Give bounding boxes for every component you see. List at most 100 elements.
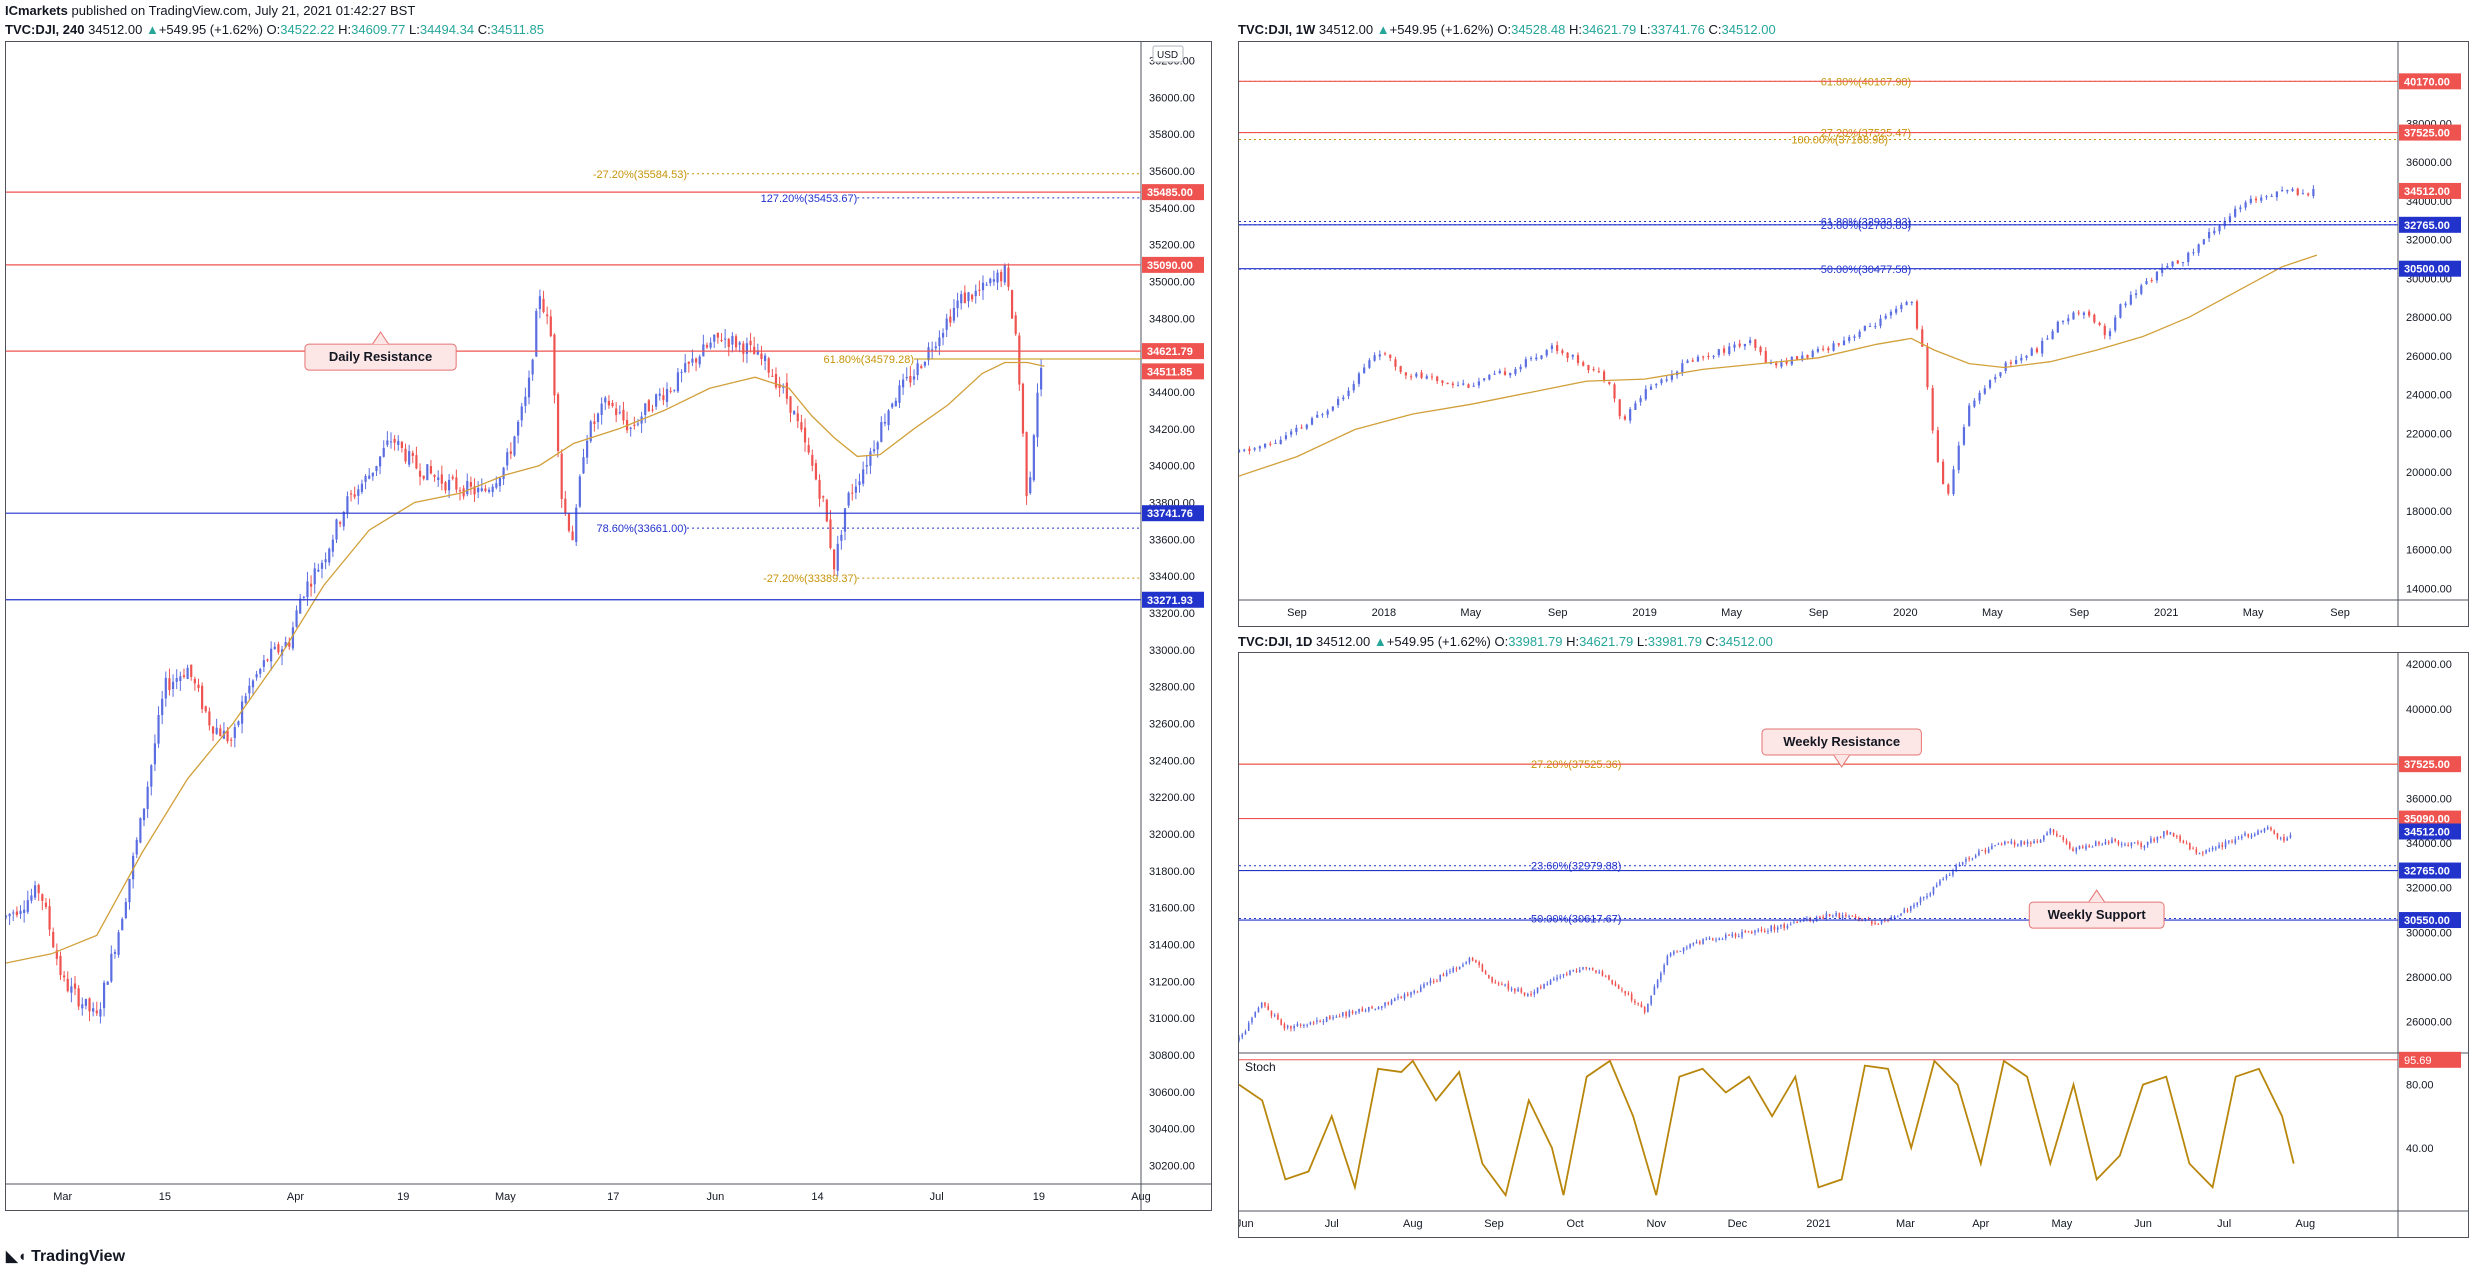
candle-body (2072, 312, 2075, 320)
x-tick-label: May (2051, 1218, 2072, 1230)
candle-body (2156, 836, 2159, 841)
candle-body (647, 400, 650, 412)
candle-body (2120, 843, 2123, 845)
candle-body (549, 316, 552, 337)
x-tick-label: 2020 (1893, 607, 1917, 619)
y-tick-label: 42000.00 (2406, 659, 2452, 671)
candle-body (967, 292, 970, 302)
candle-body (1994, 845, 1996, 847)
candle-body (1711, 938, 1714, 940)
chart-panel-d1[interactable]: 42000.00 40000.00 36000.00 34000.00 32000.00… (1236, 652, 2469, 1238)
candle-body (1806, 354, 1809, 358)
legend-symbol[interactable]: TVC:DJI, 240 (5, 22, 85, 37)
fib-level-label: 100.00%(37168.98) (1791, 134, 1888, 146)
candle-body (2307, 193, 2310, 196)
candle-body (1465, 962, 1467, 965)
candle-body (1705, 938, 1708, 940)
candle-body (1592, 369, 1595, 371)
published-header: ICmarkets published on TradingView.com, … (5, 3, 415, 18)
candle-body (1945, 875, 1948, 879)
candle-body (1968, 405, 1971, 426)
candle-body (2215, 847, 2217, 849)
callout-pointer (372, 331, 389, 345)
candle-body (2013, 841, 2016, 845)
chart-panel-w1[interactable]: 38000.00 36000.00 34000.00 32000.00 30000.00… (1237, 41, 2469, 627)
legend-open: 34528.48 (1511, 22, 1566, 37)
candle-body (299, 598, 302, 614)
candle-body (1420, 372, 1423, 378)
candle-body (2124, 844, 2126, 846)
candle-body (1649, 386, 1653, 390)
candle-body (2062, 837, 2065, 840)
candle-body (2020, 840, 2022, 846)
candle-body (2127, 845, 2129, 847)
chart-panel-h4[interactable]: 36200.0036000.0035800.0035600.0035400.00… (4, 41, 1212, 1211)
candle-body (102, 982, 106, 1009)
candle-body (676, 372, 680, 392)
publisher-name[interactable]: ICmarkets (5, 3, 68, 18)
candle-body (1243, 449, 1246, 451)
callout-pointer (2088, 889, 2106, 903)
candle-body (1303, 1024, 1305, 1026)
callout-pointer (1833, 754, 1851, 768)
candle-body (55, 950, 58, 959)
candle-body (633, 424, 636, 426)
tradingview-footer[interactable]: ◣◖ TradingView (6, 1247, 125, 1266)
candle-body (346, 496, 349, 514)
x-tick-label: Jul (1325, 1218, 1339, 1230)
candle-body (1036, 392, 1039, 438)
chart-h4-svg[interactable]: 36200.0036000.0035800.0035600.0035400.00… (4, 42, 1211, 1210)
candle-body (1029, 477, 1032, 494)
chart-w1-svg[interactable]: 38000.0036000.0034000.0032000.0030000.00… (1237, 42, 2468, 626)
candle-body (1763, 930, 1766, 932)
candle-body (1884, 315, 1887, 319)
candle-body (535, 311, 538, 357)
candle-body (1650, 995, 1652, 1005)
candle-body (665, 389, 669, 402)
candle-body (1338, 1016, 1341, 1018)
stoch-value-label: 95.69 (2404, 1055, 2432, 1067)
candle-body (73, 983, 77, 989)
candle-body (1472, 385, 1475, 387)
candle-body (1432, 981, 1435, 983)
legend-symbol[interactable]: TVC:DJI, 1W (1238, 22, 1316, 37)
candle-body (1565, 973, 1568, 975)
candle-body (1296, 1023, 1299, 1027)
candle-body (1689, 943, 1691, 948)
candle-body (1728, 934, 1730, 936)
candle-body (2088, 311, 2091, 316)
x-tick-label: Sep (1809, 607, 1829, 619)
candle-body (502, 467, 505, 480)
candle-body (749, 340, 752, 345)
candle-body (1874, 922, 1876, 924)
candle-body (2030, 842, 2032, 844)
candle-body (513, 436, 516, 456)
candle-body (378, 456, 382, 467)
currency-badge (1152, 45, 1184, 63)
candle-body (1561, 350, 1564, 353)
candle-body (2017, 844, 2019, 846)
candle-body (2101, 844, 2104, 846)
y-tick-label: 35400.00 (1149, 203, 1195, 215)
candle-body (1773, 926, 1776, 930)
candle-body (201, 685, 204, 709)
candle-body (26, 900, 29, 913)
candle-body (248, 685, 251, 694)
candle-body (1410, 376, 1413, 378)
legend-symbol[interactable]: TVC:DJI, 1D (1238, 634, 1313, 649)
candle-body (1582, 362, 1585, 366)
y-tick-label: 36000.00 (2406, 793, 2452, 805)
candle-body (981, 282, 985, 291)
candle-body (270, 648, 273, 662)
candle-body (1374, 1008, 1377, 1010)
candle-body (1997, 843, 2000, 845)
x-tick-label: May (1982, 607, 2003, 619)
fib-level-label: -27.20%(35584.53) (593, 169, 687, 181)
legend-last: 34512.00 (88, 22, 143, 37)
candle-body (807, 445, 810, 453)
chart-d1-svg[interactable]: 42000.00 40000.00 36000.00 34000.00 32000.00… (1236, 653, 2468, 1237)
candle-body (95, 1010, 98, 1014)
callout-text: Daily Resistance (329, 349, 432, 364)
candle-body (1743, 343, 1747, 347)
candle-body (393, 438, 396, 443)
